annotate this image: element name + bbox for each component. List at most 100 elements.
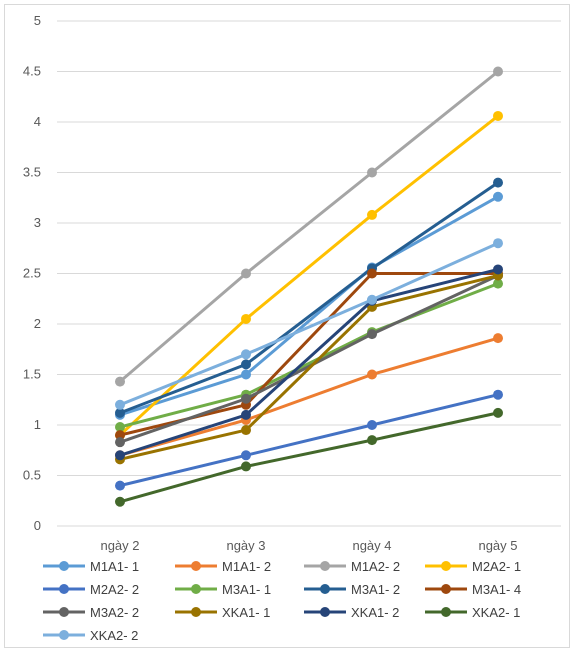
chart-area: 0 0.5 1 1.5 2 2.5 3 3.5 4 4.5 5 ngày 2 ngày 3 ngày 4…	[4, 4, 570, 648]
data-point	[115, 437, 125, 448]
data-point	[115, 480, 125, 491]
legend-label: M1A1- 1	[90, 559, 139, 574]
y-tick-label: 2	[34, 316, 41, 331]
data-point	[493, 407, 503, 418]
series-line	[118, 411, 500, 504]
y-tick-label: 4.5	[23, 64, 41, 79]
data-point	[115, 407, 125, 418]
legend-marker	[441, 607, 451, 617]
x-axis-ticks: ngày 2 ngày 3 ngày 4 ngày 5	[100, 538, 517, 553]
legend-marker	[59, 607, 69, 617]
series-m2a2-1	[115, 110, 503, 441]
data-point	[493, 389, 503, 400]
data-point	[241, 349, 251, 360]
y-axis-ticks: 0 0.5 1 1.5 2 2.5 3 3.5 4 4.5 5	[23, 13, 41, 533]
series-line	[118, 181, 500, 415]
data-point	[367, 369, 377, 380]
data-point	[241, 425, 251, 436]
legend-item: M3A1- 1	[175, 582, 271, 597]
y-tick-label: 2.5	[23, 266, 41, 281]
data-point	[241, 359, 251, 370]
legend-item: M2A2- 1	[425, 559, 521, 574]
series-xka2-2	[115, 238, 503, 410]
data-point	[241, 268, 251, 279]
legend-marker	[59, 630, 69, 640]
legend-label: M3A2- 2	[90, 605, 139, 620]
x-tick-label: ngày 3	[226, 538, 265, 553]
legend-label: M2A2- 2	[90, 582, 139, 597]
y-tick-label: 1	[34, 417, 41, 432]
y-tick-label: 3	[34, 215, 41, 230]
legend-item: M2A2- 2	[43, 582, 139, 597]
data-point	[367, 294, 377, 305]
legend-label: XKA2- 2	[90, 628, 138, 643]
series-line	[118, 70, 500, 384]
legend-item: XKA2- 1	[425, 605, 520, 620]
series-line	[118, 241, 500, 407]
legend-label: M1A1- 2	[222, 559, 271, 574]
series-line	[118, 267, 500, 457]
data-point	[241, 393, 251, 404]
legend-item: M3A2- 2	[43, 605, 139, 620]
data-point	[241, 450, 251, 461]
legend-marker	[320, 561, 330, 571]
gridlines	[57, 20, 561, 527]
x-tick-label: ngày 2	[100, 538, 139, 553]
series-line	[118, 393, 500, 488]
series-line	[118, 336, 500, 457]
series-line	[118, 282, 500, 429]
legend-label: XKA1- 1	[222, 605, 270, 620]
legend-marker	[59, 561, 69, 571]
data-point	[367, 268, 377, 279]
legend-item: M1A1- 1	[43, 559, 139, 574]
data-point	[367, 167, 377, 178]
data-point	[115, 496, 125, 507]
legend-label: XKA2- 1	[472, 605, 520, 620]
data-point	[115, 430, 125, 441]
data-point	[367, 209, 377, 220]
legend-marker	[191, 561, 201, 571]
legend-marker	[191, 607, 201, 617]
data-point	[115, 422, 125, 433]
data-point	[493, 66, 503, 77]
legend-label: M3A1- 4	[472, 582, 521, 597]
legend-item: M1A1- 2	[175, 559, 271, 574]
legend-marker	[441, 584, 451, 594]
data-point	[367, 435, 377, 446]
legend-label: M3A1- 1	[222, 582, 271, 597]
data-point	[493, 278, 503, 289]
legend-label: XKA1- 2	[351, 605, 399, 620]
y-tick-label: 5	[34, 13, 41, 28]
y-tick-label: 4	[34, 114, 41, 129]
legend-item: M3A1- 2	[304, 582, 400, 597]
series-line	[118, 195, 500, 417]
line-chart: 0 0.5 1 1.5 2 2.5 3 3.5 4 4.5 5 ngày 2 ngày 3 ngày 4…	[23, 13, 561, 643]
legend-label: M1A2- 2	[351, 559, 400, 574]
x-tick-label: ngày 5	[478, 538, 517, 553]
data-point	[241, 461, 251, 472]
y-tick-label: 0.5	[23, 468, 41, 483]
data-point	[115, 399, 125, 410]
legend-item: M3A1- 4	[425, 582, 521, 597]
y-tick-label: 3.5	[23, 165, 41, 180]
series-line	[118, 114, 500, 437]
data-point	[241, 313, 251, 324]
data-point	[367, 329, 377, 340]
y-tick-label: 1.5	[23, 367, 41, 382]
y-tick-label: 0	[34, 518, 41, 533]
legend: M1A1- 1 M1A1- 2 M1A2- 2 M2A2- 1 M2A2- 2 M3A1-…	[43, 559, 521, 643]
legend-item: M1A2- 2	[304, 559, 400, 574]
legend-label: M3A1- 2	[351, 582, 400, 597]
data-point	[493, 333, 503, 344]
data-point	[115, 450, 125, 461]
data-point	[241, 369, 251, 380]
data-point	[493, 264, 503, 275]
legend-marker	[320, 607, 330, 617]
series-lines	[115, 66, 503, 507]
series-m1a2-2	[115, 66, 503, 387]
series-line	[118, 274, 500, 461]
data-point	[493, 177, 503, 188]
legend-marker	[191, 584, 201, 594]
legend-marker	[441, 561, 451, 571]
data-point	[367, 420, 377, 430]
